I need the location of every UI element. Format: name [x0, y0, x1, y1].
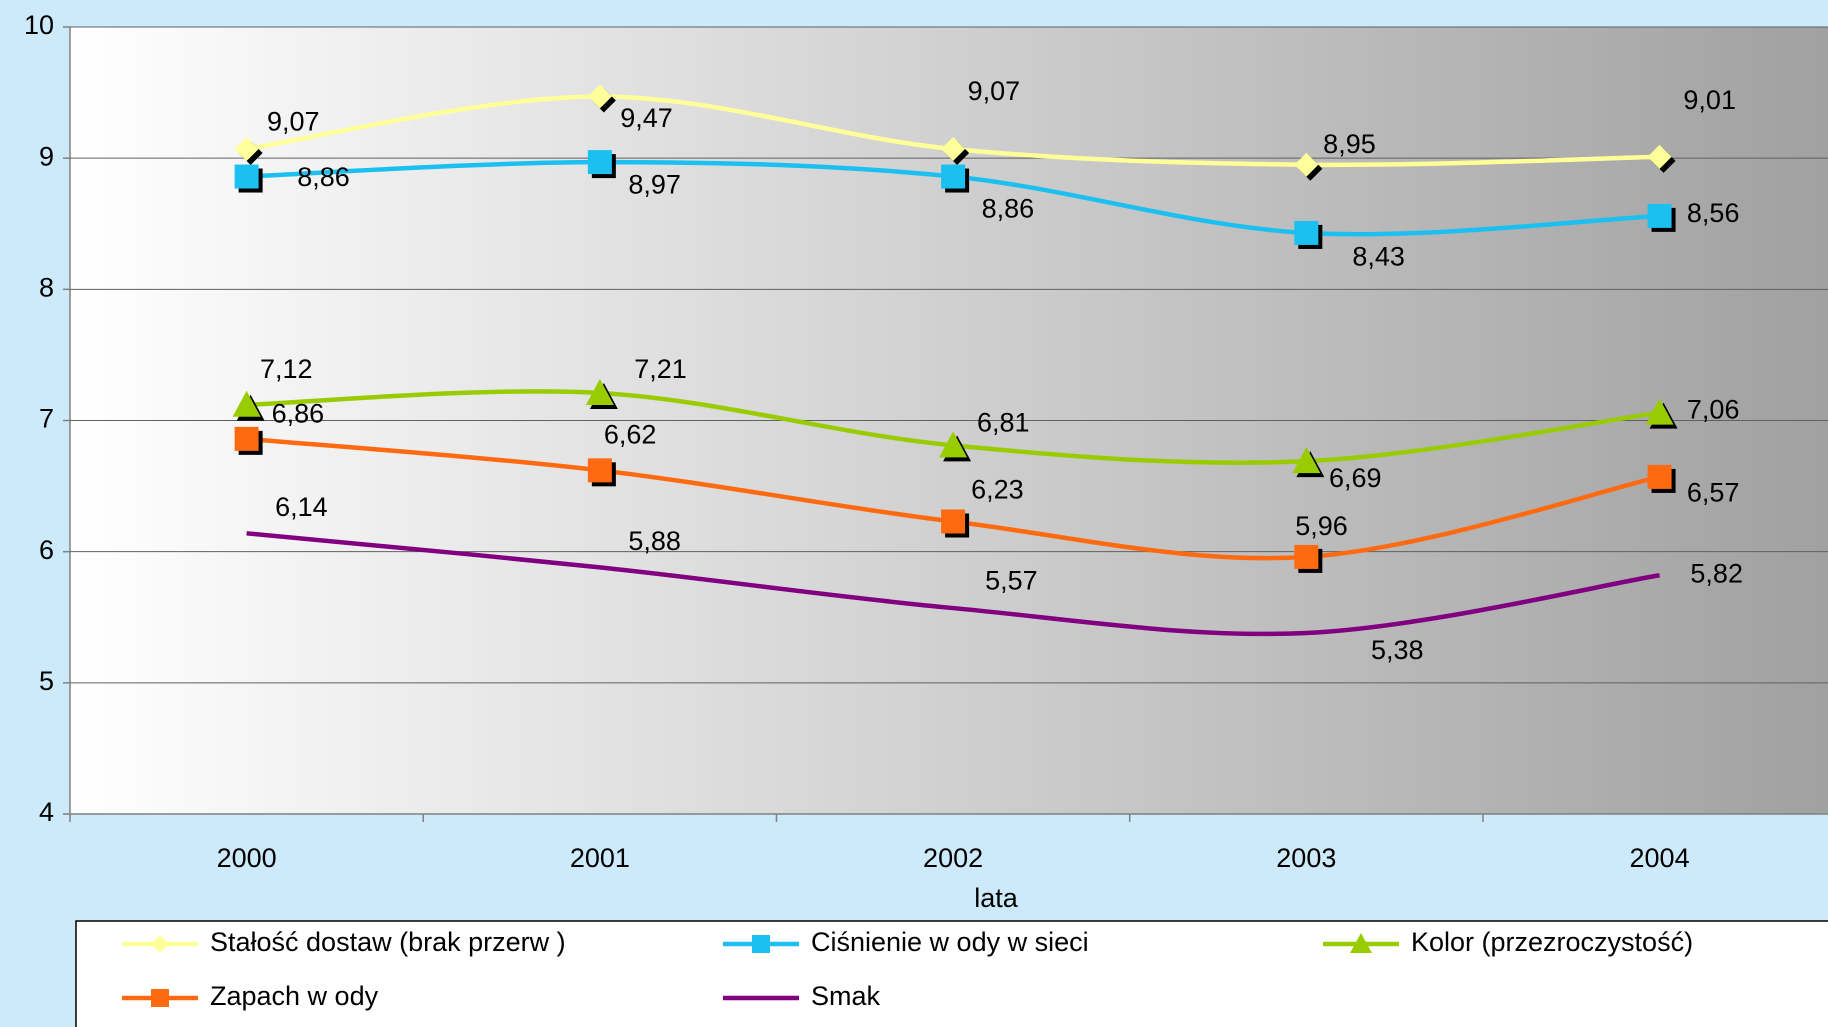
marker — [234, 426, 259, 451]
data-label: 9,07 — [968, 76, 1021, 106]
marker — [1647, 203, 1672, 228]
data-label: 7,12 — [260, 354, 313, 384]
legend-label: Stałość dostaw (brak przerw ) — [210, 927, 566, 957]
marker — [587, 458, 612, 483]
data-label: 5,57 — [985, 566, 1038, 596]
marker — [587, 150, 612, 175]
legend-marker — [1350, 933, 1372, 953]
legend-label: Smak — [811, 981, 881, 1011]
marker — [1294, 152, 1319, 177]
data-label: 8,95 — [1323, 129, 1376, 159]
data-label: 6,14 — [275, 492, 328, 522]
marker — [1294, 220, 1319, 245]
data-label: 8,43 — [1352, 242, 1405, 272]
marker — [234, 136, 259, 161]
data-label: 6,81 — [977, 408, 1030, 438]
marker — [941, 509, 966, 534]
data-label: 9,07 — [267, 106, 320, 136]
marker — [941, 164, 966, 189]
marker — [1647, 144, 1672, 169]
marker — [234, 164, 259, 189]
y-tick-label: 9 — [39, 141, 54, 171]
y-tick-label: 7 — [39, 404, 54, 434]
y-tick-label: 5 — [39, 666, 54, 696]
data-label: 5,96 — [1295, 511, 1348, 541]
data-label: 8,56 — [1687, 198, 1740, 228]
data-label: 8,97 — [628, 170, 681, 200]
data-label: 8,86 — [982, 193, 1035, 223]
marker — [939, 431, 968, 458]
legend-label: Ciśnienie w ody w sieci — [811, 927, 1089, 957]
marker — [1294, 544, 1319, 569]
legend-marker — [752, 935, 770, 953]
marker — [1647, 464, 1672, 489]
marker — [587, 84, 612, 109]
legend — [75, 920, 1828, 1027]
legend-marker — [151, 935, 169, 953]
x-axis-title: lata — [974, 883, 1019, 913]
data-label: 6,23 — [971, 474, 1024, 504]
x-tick-label: 2003 — [1276, 843, 1336, 873]
data-label: 8,86 — [297, 162, 350, 192]
data-label: 5,88 — [628, 526, 681, 556]
data-label: 9,01 — [1683, 85, 1736, 115]
x-tick-label: 2004 — [1630, 843, 1690, 873]
legend-label: Kolor (przezroczystość) — [1411, 927, 1693, 957]
data-label: 5,38 — [1371, 635, 1424, 665]
legend-label: Zapach w ody — [210, 981, 379, 1011]
data-label: 6,86 — [272, 399, 325, 429]
x-tick-label: 2001 — [570, 843, 630, 873]
marker — [232, 390, 261, 417]
y-tick-label: 10 — [24, 10, 54, 40]
y-tick-label: 6 — [39, 535, 54, 565]
data-label: 7,21 — [634, 354, 687, 384]
x-tick-label: 2000 — [217, 843, 277, 873]
series-line — [246, 531, 1660, 637]
marker — [585, 378, 614, 405]
marker — [1292, 447, 1321, 474]
data-label: 7,06 — [1687, 395, 1740, 425]
data-label: 6,57 — [1687, 478, 1740, 508]
y-tick-label: 4 — [39, 797, 54, 827]
data-label: 6,69 — [1329, 463, 1382, 493]
data-label: 9,47 — [620, 103, 673, 133]
legend-marker — [151, 989, 169, 1007]
y-tick-label: 8 — [39, 272, 54, 302]
data-label: 6,62 — [604, 420, 657, 450]
marker — [1645, 398, 1674, 425]
data-label: 5,82 — [1690, 558, 1743, 588]
x-tick-label: 2002 — [923, 843, 983, 873]
marker — [941, 136, 966, 161]
